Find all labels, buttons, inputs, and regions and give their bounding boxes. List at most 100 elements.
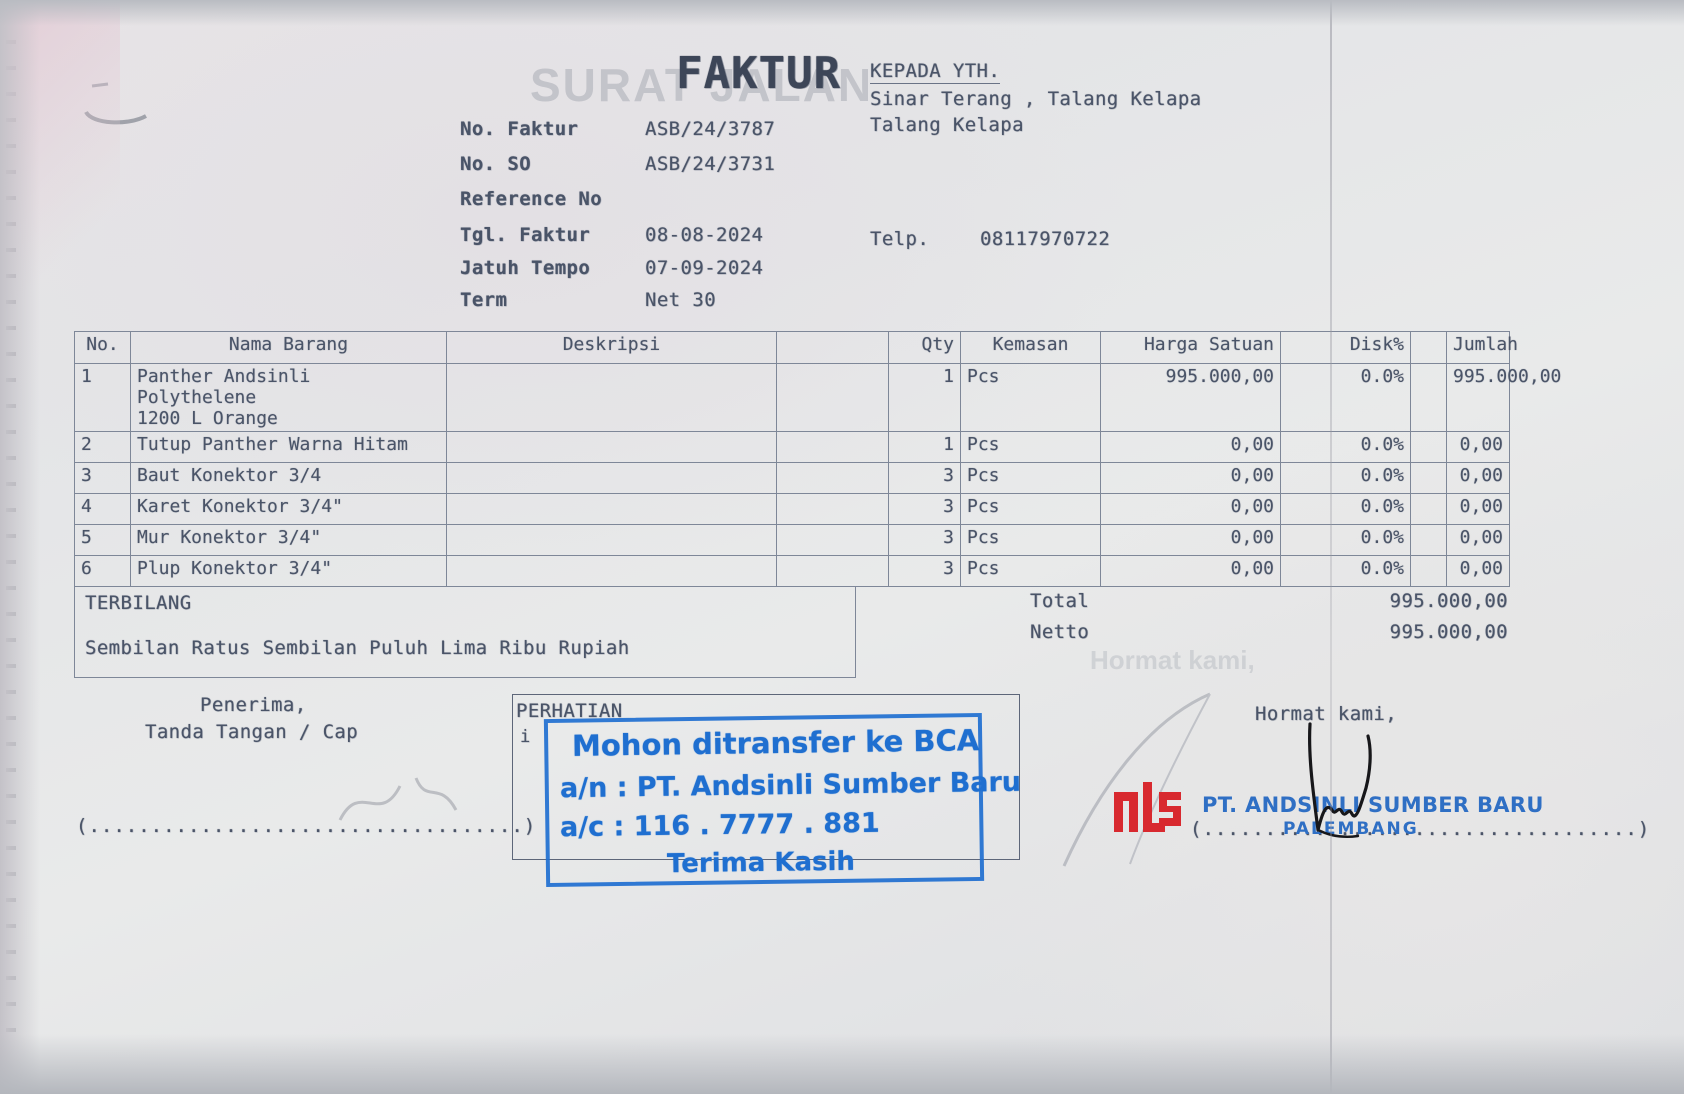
field-value-no-so: ASB/24/3731 <box>645 153 776 175</box>
cell-no: 3 <box>74 462 131 494</box>
cell-nama-barang: Panther Andsinli Polythelene 1200 L Oran… <box>130 363 447 432</box>
pencil-annotation <box>338 777 458 821</box>
cell-harga: 0,00 <box>1100 493 1281 525</box>
cell-diskon: 0.0% <box>1280 493 1411 525</box>
cell-qty: 3 <box>888 555 961 587</box>
cell-kemasan: Pcs <box>960 524 1101 556</box>
cell-kemasan: Pcs <box>960 363 1101 432</box>
recipient-telp-label: Telp. <box>870 228 930 250</box>
table-row: 1 Panther Andsinli Polythelene 1200 L Or… <box>74 363 1561 432</box>
cell-gap <box>1410 493 1447 525</box>
cell-diskon: 0.0% <box>1280 524 1411 556</box>
hormat-kami-label: Hormat kami, <box>1255 703 1398 725</box>
cell-qty: 1 <box>888 431 961 463</box>
penerima-label: Penerima, <box>200 694 307 716</box>
cell-deskripsi <box>446 431 777 463</box>
cell-blank <box>776 431 889 463</box>
table-row: 6 Plup Konektor 3/4" 3 Pcs 0,00 0.0% 0,0… <box>74 555 1510 587</box>
col-header-nama: Nama Barang <box>130 331 447 364</box>
cell-deskripsi <box>446 493 777 525</box>
field-value-tgl-faktur: 08-08-2024 <box>645 224 764 246</box>
table-row: 2 Tutup Panther Warna Hitam 1 Pcs 0,00 0… <box>74 431 1510 463</box>
cell-deskripsi <box>446 555 777 587</box>
cell-deskripsi <box>446 363 777 432</box>
cell-deskripsi <box>446 462 777 494</box>
cell-qty: 1 <box>888 363 961 432</box>
field-value-term: Net 30 <box>645 289 717 311</box>
col-header-harga-satuan: Harga Satuan <box>1100 331 1281 364</box>
cell-jumlah: 995.000,00 <box>1446 363 1561 432</box>
cell-kemasan: Pcs <box>960 462 1101 494</box>
recipient-address: Talang Kelapa <box>870 114 1024 136</box>
cell-nama-line2: 1200 L Orange <box>137 408 278 429</box>
cell-kemasan: Pcs <box>960 431 1101 463</box>
cell-qty: 3 <box>888 462 961 494</box>
cell-harga: 0,00 <box>1100 431 1281 463</box>
cell-no: 4 <box>74 493 131 525</box>
cell-kemasan: Pcs <box>960 493 1101 525</box>
document-title: FAKTUR <box>676 48 841 99</box>
cell-nama-line1: Panther Andsinli Polythelene <box>137 366 311 408</box>
cell-jumlah: 0,00 <box>1446 493 1510 525</box>
cell-deskripsi <box>446 524 777 556</box>
table-row: 5 Mur Konektor 3/4" 3 Pcs 0,00 0.0% 0,00 <box>74 524 1510 556</box>
cell-jumlah: 0,00 <box>1446 524 1510 556</box>
recipient-label: KEPADA YTH. <box>870 60 1001 84</box>
table-row: 4 Karet Konektor 3/4" 3 Pcs 0,00 0.0% 0,… <box>74 493 1510 525</box>
netto-label: Netto <box>1030 621 1090 643</box>
cell-qty: 3 <box>888 524 961 556</box>
cell-blank <box>776 555 889 587</box>
cell-no: 1 <box>74 363 131 432</box>
cell-nama-barang: Karet Konektor 3/4" <box>130 493 447 525</box>
terbilang-box: TERBILANG Sembilan Ratus Sembilan Puluh … <box>74 586 856 678</box>
cell-gap <box>1410 431 1447 463</box>
stamp-line-thanks: Terima Kasih <box>666 846 856 880</box>
cell-kemasan: Pcs <box>960 555 1101 587</box>
recipient-name: Sinar Terang , Talang Kelapa <box>870 88 1202 110</box>
cell-jumlah: 0,00 <box>1446 555 1510 587</box>
cell-diskon: 0.0% <box>1280 462 1411 494</box>
cell-nama-barang: Tutup Panther Warna Hitam <box>130 431 447 463</box>
perhatian-label: PERHATIAN <box>516 700 623 722</box>
cell-blank <box>776 493 889 525</box>
col-header-blank <box>776 331 889 364</box>
cell-diskon: 0.0% <box>1280 363 1411 432</box>
total-value: 995.000,00 <box>1389 590 1508 612</box>
field-label-tgl-faktur: Tgl. Faktur <box>460 224 591 246</box>
cell-harga: 0,00 <box>1100 462 1281 494</box>
line-items-table: No. Nama Barang Deskripsi Qty Kemasan Ha… <box>74 331 1561 587</box>
table-row: 3 Baut Konektor 3/4 3 Pcs 0,00 0.0% 0,00 <box>74 462 1510 494</box>
cell-gap <box>1410 363 1447 432</box>
field-label-jatuh-tempo: Jatuh Tempo <box>460 257 591 279</box>
field-label-term: Term <box>460 289 508 311</box>
perhatian-bullet: i <box>520 727 531 747</box>
cell-no: 2 <box>74 431 131 463</box>
cell-harga: 0,00 <box>1100 524 1281 556</box>
company-name: PT. ANDSINLI SUMBER BARU <box>1202 793 1544 817</box>
penerima-subtitle: Tanda Tangan / Cap <box>145 721 359 743</box>
perhatian-box <box>512 694 1020 860</box>
netto-value: 995.000,00 <box>1389 621 1508 643</box>
cell-no: 6 <box>74 555 131 587</box>
cell-blank <box>776 524 889 556</box>
cell-nama-barang: Mur Konektor 3/4" <box>130 524 447 556</box>
hormat-signature-line: (...................................) <box>1190 818 1651 840</box>
stamp-line-account-number: a/c : 116 . 7777 . 881 <box>559 807 880 844</box>
stamp-line-account-name: a/n : PT. Andsinli Sumber Baru <box>559 766 1022 805</box>
terbilang-value: Sembilan Ratus Sembilan Puluh Lima Ribu … <box>85 637 630 659</box>
col-header-kemasan: Kemasan <box>960 331 1101 364</box>
field-label-reference-no: Reference No <box>460 188 603 210</box>
col-header-no: No. <box>74 331 131 364</box>
total-label: Total <box>1030 590 1090 612</box>
table-header-row: No. Nama Barang Deskripsi Qty Kemasan Ha… <box>74 331 1518 364</box>
cell-diskon: 0.0% <box>1280 431 1411 463</box>
terbilang-label: TERBILANG <box>85 592 192 614</box>
penerima-signature-line: (...................................) <box>76 815 537 837</box>
field-label-no-faktur: No. Faktur <box>460 118 579 140</box>
field-value-jatuh-tempo: 07-09-2024 <box>645 257 764 279</box>
cell-jumlah: 0,00 <box>1446 462 1510 494</box>
cell-nama-barang: Plup Konektor 3/4" <box>130 555 447 587</box>
field-label-no-so: No. SO <box>460 153 532 175</box>
cell-blank <box>776 363 889 432</box>
